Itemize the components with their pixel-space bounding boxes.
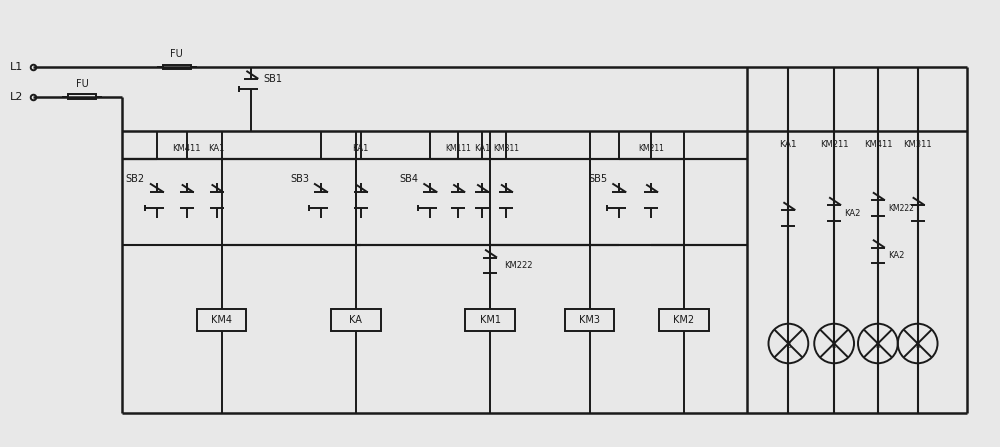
Bar [565, 309, 614, 331]
Text: KM2: KM2 [673, 315, 695, 325]
Text: KM411: KM411 [173, 144, 201, 153]
Text: SB1: SB1 [263, 74, 282, 84]
Text: FU: FU [76, 79, 89, 89]
Text: KM311: KM311 [903, 140, 932, 149]
Text: L1: L1 [10, 62, 23, 72]
Bar [465, 309, 515, 331]
Text: SB2: SB2 [126, 173, 145, 184]
Bar [197, 309, 246, 331]
Bar [68, 94, 96, 99]
Text: 绿: 绿 [832, 340, 836, 347]
Text: FU: FU [170, 49, 183, 59]
Bar [331, 309, 381, 331]
Text: KM111: KM111 [445, 144, 471, 153]
Text: KM1: KM1 [480, 315, 501, 325]
Text: SB5: SB5 [588, 173, 607, 184]
Text: KA: KA [349, 315, 362, 325]
Text: KM222: KM222 [504, 261, 532, 270]
Text: KM3: KM3 [579, 315, 600, 325]
Text: KA1: KA1 [780, 140, 797, 149]
Text: KM211: KM211 [638, 144, 664, 153]
Bar [163, 64, 191, 69]
Text: KM222: KM222 [888, 204, 914, 213]
Text: 蓝: 蓝 [876, 340, 880, 347]
Text: KA2: KA2 [844, 209, 860, 218]
Text: KA1: KA1 [353, 144, 369, 153]
Text: KM311: KM311 [493, 144, 519, 153]
Text: 红: 红 [786, 340, 791, 347]
Text: KM411: KM411 [864, 140, 892, 149]
Text: KM4: KM4 [211, 315, 232, 325]
Text: 黄: 黄 [916, 340, 920, 347]
Text: L2: L2 [10, 92, 23, 101]
Text: SB4: SB4 [399, 173, 418, 184]
Bar [659, 309, 709, 331]
Text: KA2: KA2 [888, 251, 904, 260]
Text: SB3: SB3 [290, 173, 309, 184]
Text: KM211: KM211 [820, 140, 848, 149]
Text: KA1: KA1 [474, 144, 490, 153]
Text: KA1: KA1 [208, 144, 225, 153]
